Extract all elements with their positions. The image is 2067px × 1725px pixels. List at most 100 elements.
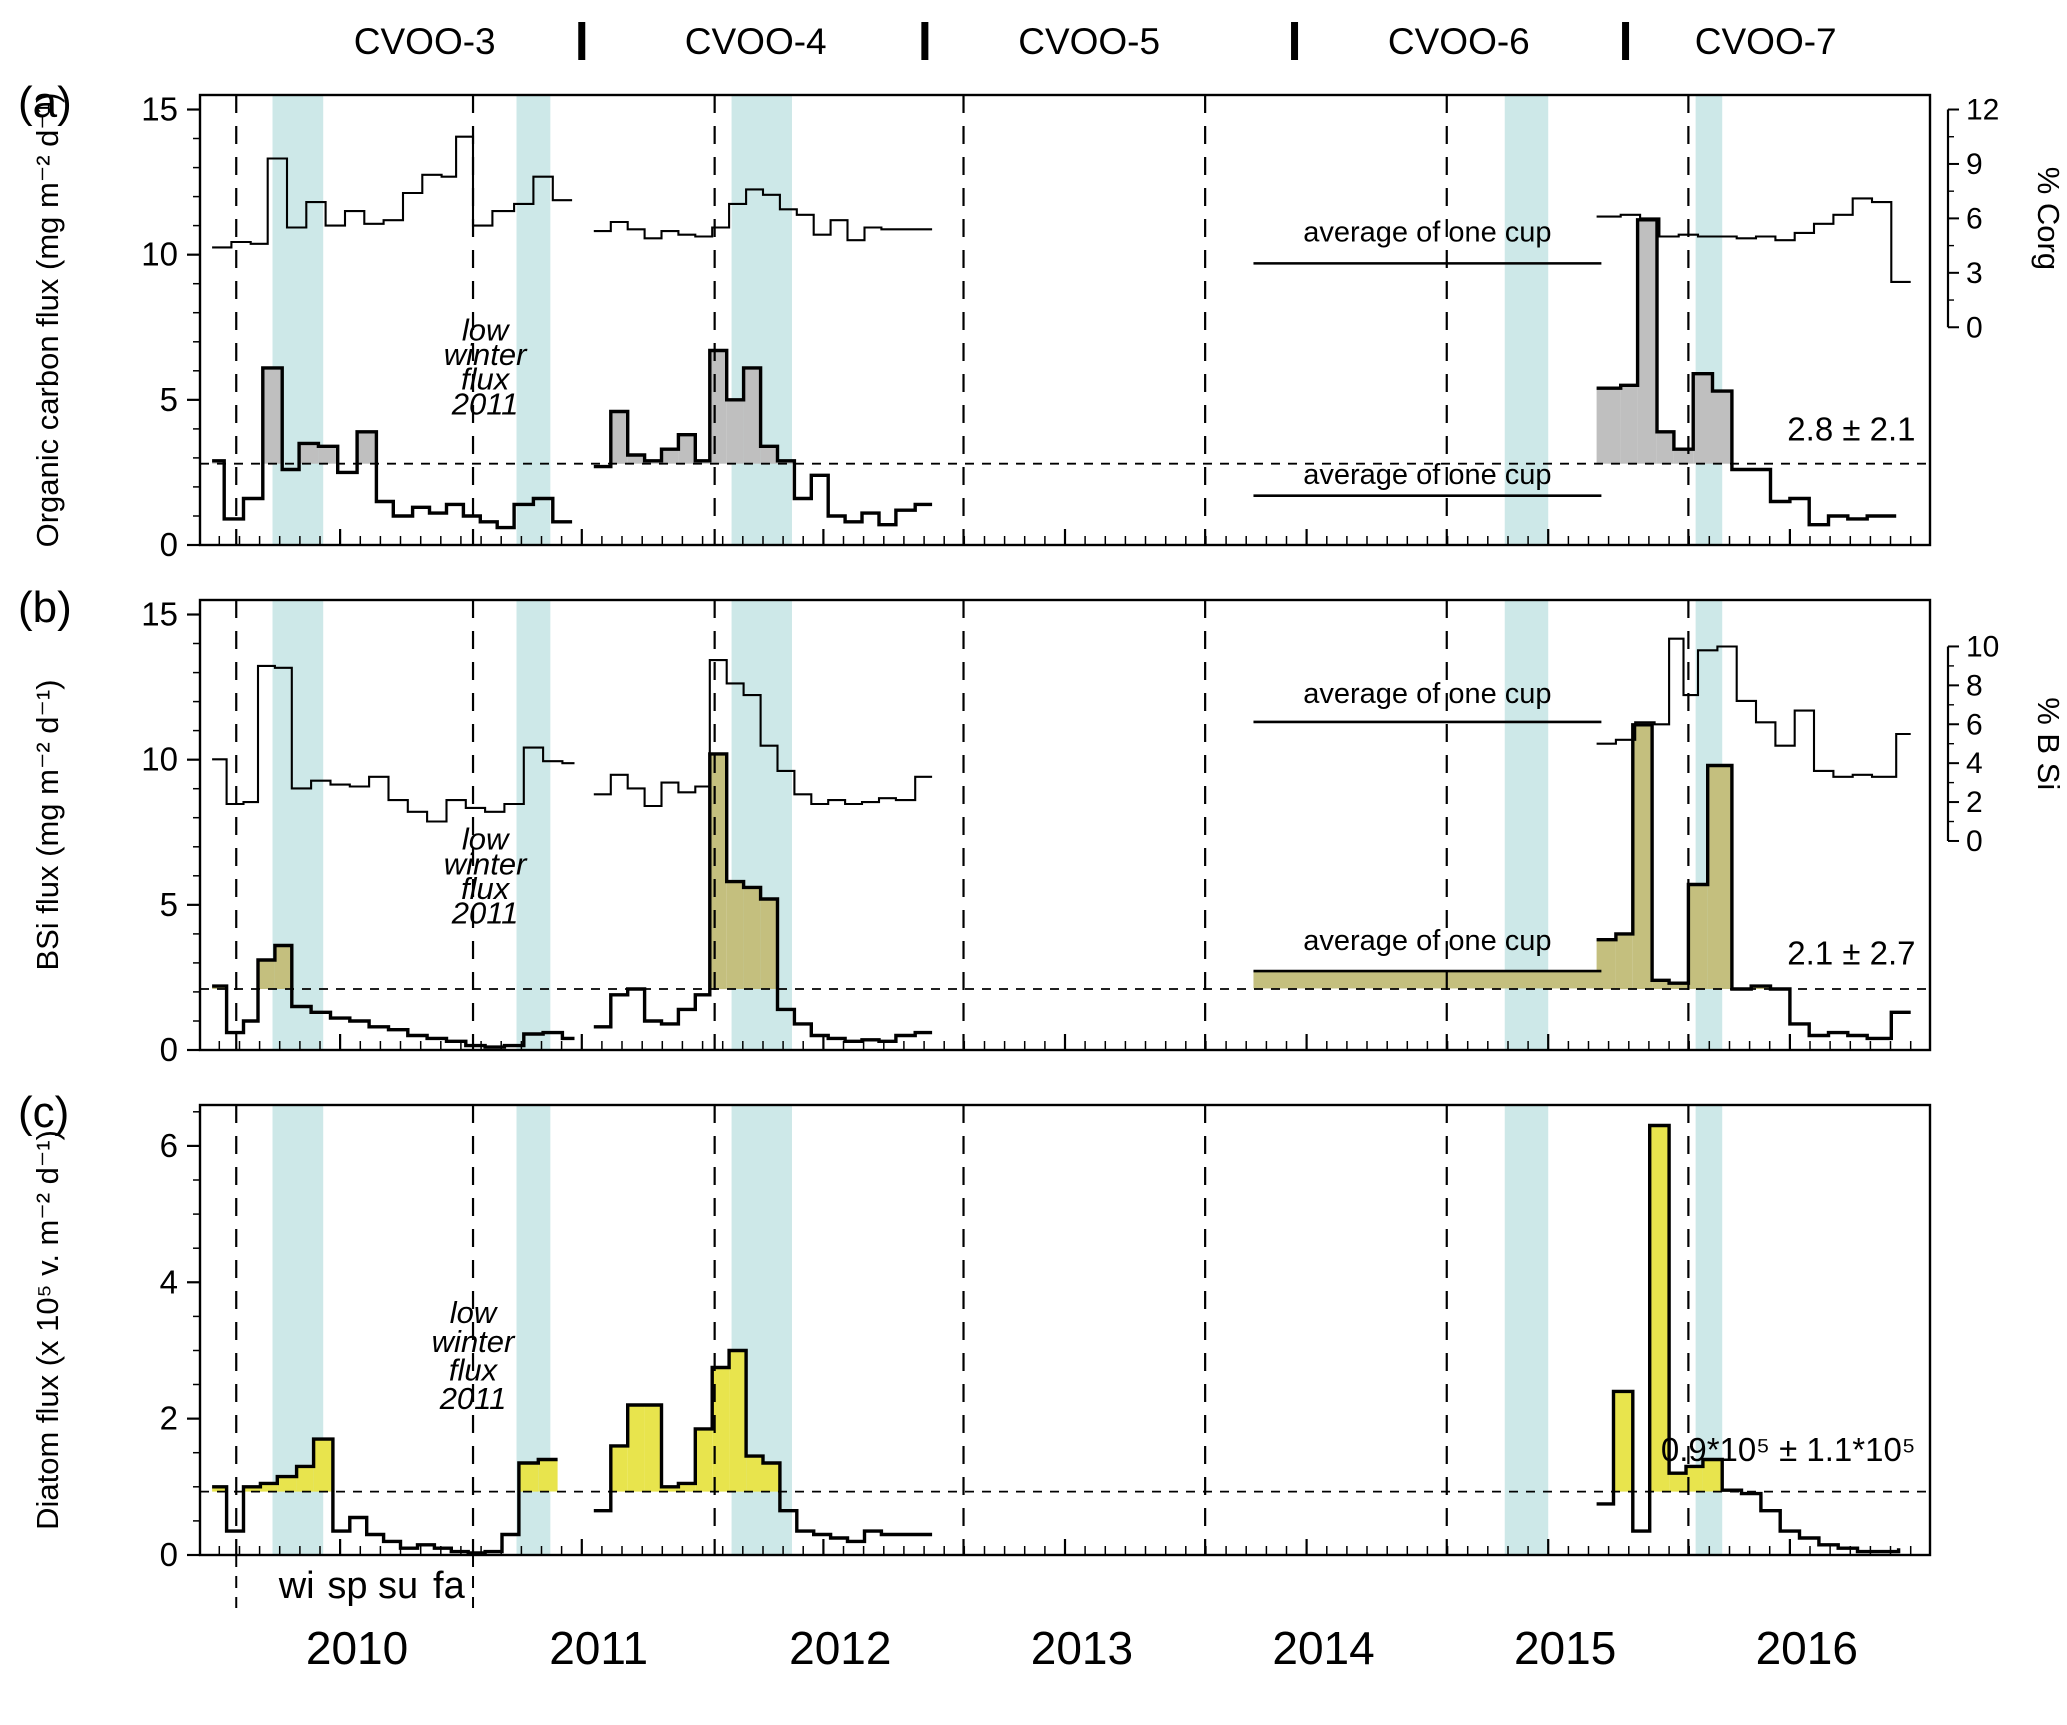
percent-step-line — [212, 637, 1911, 823]
year-label-2011: 2011 — [549, 1622, 648, 1674]
header: CVOO-3 CVOO-4 CVOO-5 CVOO-6 CVOO-7 — [354, 21, 1837, 62]
flux-fill-above-average — [212, 1125, 1742, 1492]
cup-average-band — [1253, 971, 1602, 989]
winter-band — [516, 95, 551, 545]
y-ticks: 0 2 4 6 — [160, 1111, 200, 1573]
flux-fill-above-average — [212, 219, 1732, 464]
x-axis-labels: wi sp su fa 2010 2011 2012 2013 2014 2015 2016 — [235, 1555, 1858, 1674]
y2-tick-label: 0 — [1966, 825, 1983, 858]
svg-text:2011: 2011 — [439, 1381, 507, 1416]
y2-tick-label: 12 — [1966, 94, 1999, 127]
y-tick-label: 15 — [141, 596, 178, 633]
x-ticks — [218, 529, 1912, 545]
cruise-separator-bar — [1622, 22, 1630, 60]
y-tick-label: 4 — [160, 1263, 178, 1300]
panel-c: 0 2 4 6 Diatom flux (x 10⁵ v. m⁻² d⁻¹)(c) low… — [18, 1088, 1932, 1573]
average-value-label: 0.9*10⁵ ± 1.1*10⁵ — [1661, 1431, 1916, 1468]
y-ticks: 0 5 10 15 — [141, 91, 200, 563]
y-tick-label: 2 — [160, 1400, 178, 1437]
svg-text:low: low — [450, 1295, 499, 1330]
season-label-wi: wi — [278, 1565, 315, 1607]
y-tick-label: 5 — [160, 381, 178, 418]
y-tick-label: 0 — [160, 526, 178, 563]
y2-tick-label: 0 — [1966, 311, 1983, 344]
winter-bands — [272, 95, 1723, 545]
cruise-label-cvoo-4: CVOO-4 — [685, 21, 827, 62]
y2-tick-label: 3 — [1966, 257, 1983, 290]
y2-tick-label: 6 — [1966, 708, 1983, 741]
cruise-label-cvoo-6: CVOO-6 — [1388, 21, 1530, 62]
y-tick-label: 10 — [141, 741, 178, 778]
y-tick-label: 6 — [160, 1127, 178, 1164]
winter-band — [1695, 95, 1723, 545]
winter-bands — [272, 1105, 1723, 1555]
year-label-2015: 2015 — [1514, 1622, 1616, 1674]
y-axis-label: BSi flux (mg m⁻² d⁻¹) — [30, 679, 65, 970]
flux-fill-above-average — [212, 724, 1771, 990]
winter-band — [731, 95, 792, 545]
winter-band — [272, 95, 324, 545]
secondary-y-axis: 0 3 6 9 12 % Corg — [1946, 94, 2066, 344]
cruise-separator-bar — [1291, 22, 1299, 60]
svg-text:flux: flux — [449, 1352, 499, 1387]
flux-step-line — [212, 218, 1897, 530]
cup-average-label: average of one cup — [1303, 217, 1551, 249]
cup-average-label: average of one cup — [1303, 459, 1551, 491]
cup-average-label: average of one cup — [1303, 678, 1551, 710]
svg-text:winter: winter — [444, 846, 528, 881]
winter-band — [516, 600, 551, 1050]
y2-tick-label: 10 — [1966, 630, 1999, 663]
season-label-su: su — [378, 1565, 418, 1607]
winter-band — [1504, 95, 1549, 545]
x-ticks — [218, 1539, 1912, 1555]
svg-text:winter: winter — [444, 337, 528, 372]
panel-letter: (c) — [18, 1088, 69, 1137]
y2-tick-label: 2 — [1966, 786, 1983, 819]
panel-letter: (b) — [18, 583, 72, 632]
cup-average-label: average of one cup — [1303, 925, 1551, 957]
year-label-2014: 2014 — [1272, 1622, 1374, 1674]
deployment-dashed-lines — [235, 95, 1690, 545]
svg-text:flux: flux — [461, 871, 511, 906]
average-value-label: 2.1 ± 2.7 — [1787, 934, 1915, 971]
y-tick-label: 0 — [160, 1031, 178, 1068]
y2-axis-label: % B Si — [2031, 697, 2066, 790]
svg-text:flux: flux — [461, 362, 511, 397]
y-axis-label: Organic carbon flux (mg m⁻² d⁻¹) — [30, 93, 65, 548]
y-tick-label: 15 — [141, 91, 178, 128]
y2-axis-label: % Corg — [2031, 167, 2066, 270]
year-label-2012: 2012 — [789, 1622, 891, 1674]
secondary-y-axis: 0 2 4 6 8 10 % B Si — [1946, 630, 2066, 858]
panel-a: average of one cup average of one cup 0 5 10… — [18, 78, 2066, 563]
y-tick-label: 5 — [160, 886, 178, 923]
cruise-separator-bar — [921, 22, 929, 60]
flux-step-line — [212, 1123, 1901, 1555]
svg-text:winter: winter — [432, 1324, 516, 1359]
x-ticks — [218, 1034, 1912, 1050]
deployment-dashed-lines — [235, 1105, 1690, 1555]
winter-band — [1504, 1105, 1549, 1555]
y-ticks: 0 5 10 15 — [141, 596, 200, 1068]
average-value-label: 2.8 ± 2.1 — [1787, 410, 1915, 447]
cruise-label-cvoo-3: CVOO-3 — [354, 21, 496, 62]
cruise-label-cvoo-5: CVOO-5 — [1018, 21, 1160, 62]
deployment-dashed-lines — [235, 600, 1690, 1050]
year-label-2013: 2013 — [1031, 1622, 1133, 1674]
season-label-sp: sp — [327, 1565, 367, 1607]
year-label-2016: 2016 — [1756, 1622, 1858, 1674]
y-tick-label: 0 — [160, 1536, 178, 1573]
cruise-separator-bar — [578, 22, 586, 60]
y2-tick-label: 9 — [1966, 148, 1983, 181]
cruise-label-cvoo-7: CVOO-7 — [1695, 21, 1837, 62]
y-axis-label: Diatom flux (x 10⁵ v. m⁻² d⁻¹) — [30, 1130, 65, 1530]
season-label-fa: fa — [433, 1565, 466, 1607]
panel-b: average of one cup average of one cup 0 5 10… — [18, 583, 2066, 1068]
year-label-2010: 2010 — [306, 1622, 408, 1674]
y2-tick-label: 6 — [1966, 202, 1983, 235]
panel-letter: (a) — [18, 78, 72, 127]
